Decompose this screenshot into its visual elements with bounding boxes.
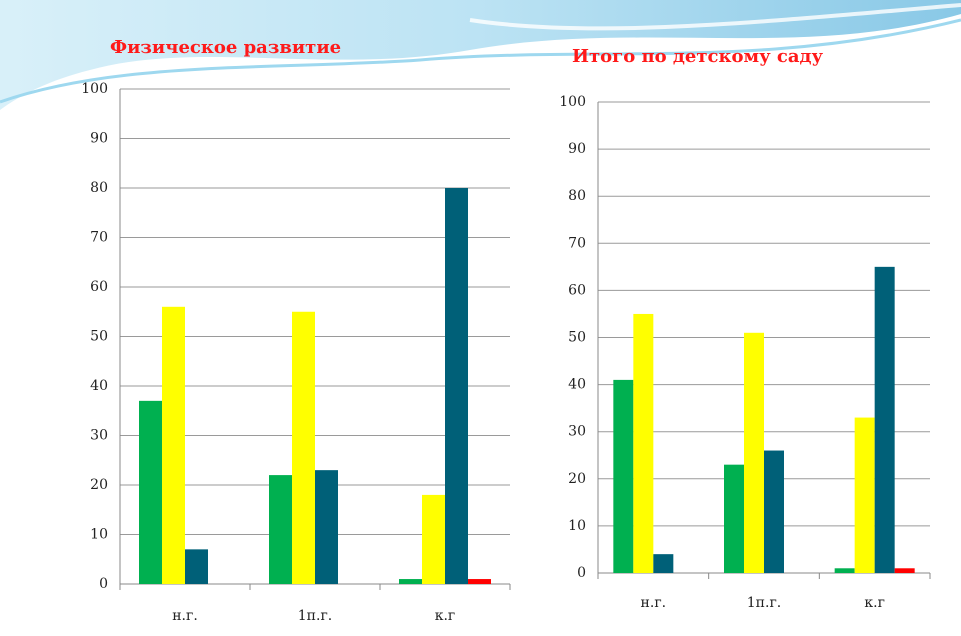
bar bbox=[764, 450, 784, 573]
bar bbox=[162, 306, 185, 584]
y-tick-label: 30 bbox=[568, 424, 586, 440]
y-tick-label: 100 bbox=[81, 81, 108, 97]
y-tick-label: 40 bbox=[568, 377, 586, 393]
bar bbox=[269, 475, 292, 584]
y-tick-label: 0 bbox=[577, 565, 586, 581]
bar bbox=[399, 579, 422, 584]
y-tick-label: 60 bbox=[568, 282, 586, 298]
bar bbox=[185, 549, 208, 584]
y-tick-label: 50 bbox=[568, 330, 586, 346]
bar bbox=[315, 470, 338, 584]
bar bbox=[653, 554, 674, 573]
header-wave bbox=[0, 0, 961, 110]
wave-line bbox=[0, 18, 961, 104]
x-tick-label: н.г. bbox=[641, 595, 667, 611]
y-tick-label: 20 bbox=[90, 477, 108, 493]
bar bbox=[139, 400, 162, 584]
y-tick-label: 80 bbox=[90, 180, 108, 196]
y-tick-label: 10 bbox=[90, 527, 108, 543]
y-tick-label: 70 bbox=[568, 235, 586, 251]
bar bbox=[292, 311, 315, 584]
x-tick-label: к.г bbox=[864, 595, 885, 611]
y-tick-label: 60 bbox=[90, 279, 108, 295]
y-tick-label: 50 bbox=[90, 329, 108, 345]
y-tick-label: 80 bbox=[568, 188, 586, 204]
bar bbox=[633, 313, 654, 573]
y-tick-label: 20 bbox=[568, 471, 586, 487]
y-tick-label: 40 bbox=[90, 378, 108, 394]
bar bbox=[468, 579, 491, 584]
bar bbox=[874, 266, 895, 573]
x-tick-label: к.г bbox=[435, 608, 456, 624]
bar bbox=[724, 464, 744, 573]
x-tick-label: 1п.г. bbox=[747, 595, 781, 611]
x-tick-label: 1п.г. bbox=[298, 608, 332, 624]
bar bbox=[613, 379, 634, 573]
x-tick-label: н.г. bbox=[172, 608, 198, 624]
y-tick-label: 30 bbox=[90, 428, 108, 444]
bar bbox=[834, 568, 855, 573]
y-tick-label: 10 bbox=[568, 518, 586, 534]
wave-highlight bbox=[469, 3, 961, 31]
bar bbox=[445, 188, 468, 584]
bar bbox=[894, 568, 915, 573]
chart-title: Физическое развитие bbox=[110, 37, 341, 58]
y-tick-label: 100 bbox=[559, 94, 586, 110]
y-tick-label: 0 bbox=[99, 576, 108, 592]
chart-title: Итого по детскому саду bbox=[572, 46, 824, 67]
y-tick-label: 70 bbox=[90, 230, 108, 246]
y-tick-label: 90 bbox=[568, 141, 586, 157]
y-tick-label: 90 bbox=[90, 131, 108, 147]
bar bbox=[854, 417, 875, 573]
bar bbox=[422, 494, 445, 584]
bar bbox=[744, 332, 764, 573]
